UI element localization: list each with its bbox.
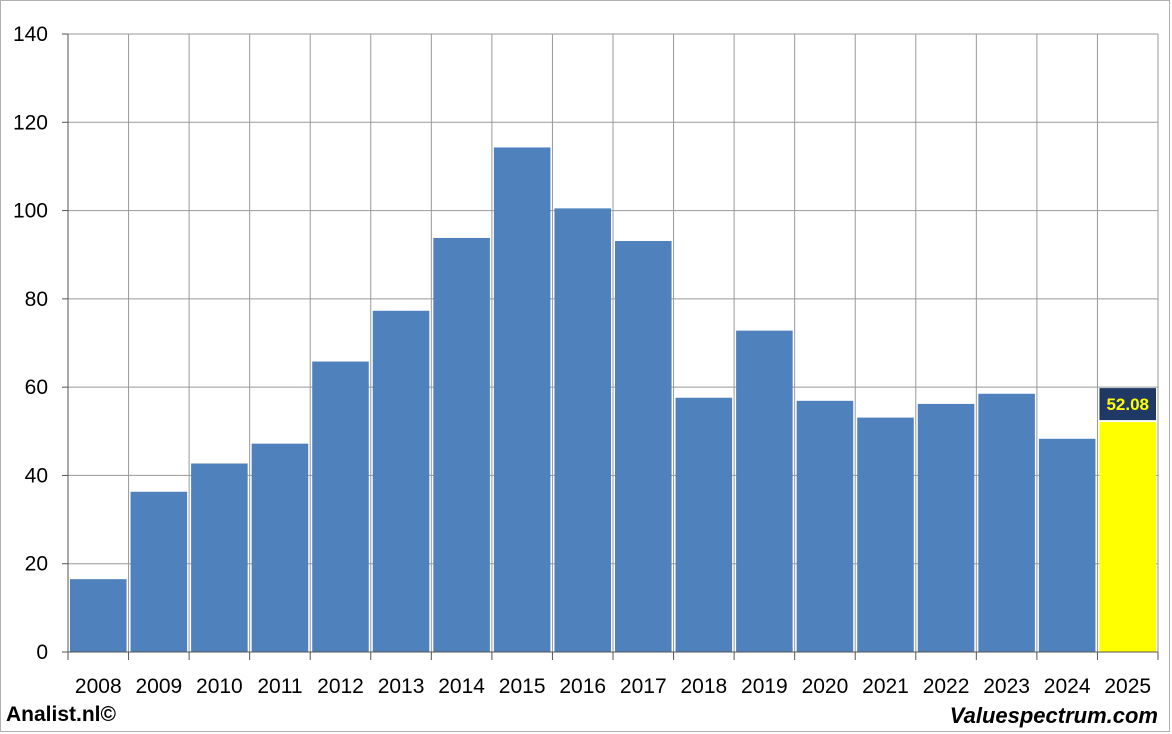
y-tick-label: 60 <box>25 376 48 399</box>
footer-source-left: Analist.nl© <box>6 703 116 726</box>
x-tick-label: 2015 <box>499 675 546 698</box>
bar <box>736 330 793 652</box>
bar <box>857 417 914 652</box>
x-tick-label: 2010 <box>196 675 243 698</box>
y-tick-label: 20 <box>25 553 48 576</box>
y-tick-label: 80 <box>25 288 48 311</box>
bar <box>372 310 430 652</box>
grid <box>67 33 1159 653</box>
y-tick-label: 120 <box>13 111 48 134</box>
x-tick-label: 2013 <box>378 675 425 698</box>
bar <box>493 147 551 652</box>
x-tick-label: 2023 <box>983 675 1030 698</box>
bar <box>796 400 854 652</box>
x-tick-label: 2019 <box>741 675 788 698</box>
bar <box>615 241 672 652</box>
x-tick-label: 2012 <box>317 675 364 698</box>
x-tick-label: 2011 <box>257 675 302 698</box>
x-tick-label: 2025 <box>1104 675 1151 698</box>
value-label-box <box>1099 388 1156 421</box>
bar <box>191 463 248 652</box>
bar <box>917 403 975 652</box>
value-label: 52.08 <box>1106 395 1149 414</box>
bar <box>675 397 733 652</box>
bars <box>70 147 1156 652</box>
bar-highlight <box>1099 422 1156 652</box>
bar <box>312 361 369 652</box>
bar <box>130 491 188 652</box>
x-tick-label: 2014 <box>438 675 485 698</box>
bar <box>554 208 611 652</box>
x-tick-label: 2017 <box>620 675 667 698</box>
x-tick-label: 2009 <box>135 675 182 698</box>
bar <box>251 443 309 652</box>
footer-source-right: Valuespectrum.com <box>949 703 1158 728</box>
axes <box>62 33 1159 660</box>
bar <box>1038 438 1096 652</box>
x-tick-label: 2008 <box>75 675 122 698</box>
y-tick-label: 100 <box>13 200 48 223</box>
x-tick-label: 2018 <box>680 675 727 698</box>
x-tick-label: 2024 <box>1044 675 1091 698</box>
y-tick-label: 140 <box>13 23 48 46</box>
bar <box>70 579 127 652</box>
y-tick-label: 40 <box>25 464 48 487</box>
x-tick-label: 2022 <box>923 675 970 698</box>
bar <box>433 237 490 652</box>
bar <box>978 393 1035 652</box>
y-tick-label: 0 <box>36 641 48 664</box>
labels: 0 20 40 60 80 100 120 140 2008 2009 2010 2011 2012 20… <box>13 23 1156 698</box>
x-tick-label: 2021 <box>862 675 909 698</box>
x-tick-label: 2016 <box>559 675 606 698</box>
x-tick-label: 2020 <box>802 675 849 698</box>
